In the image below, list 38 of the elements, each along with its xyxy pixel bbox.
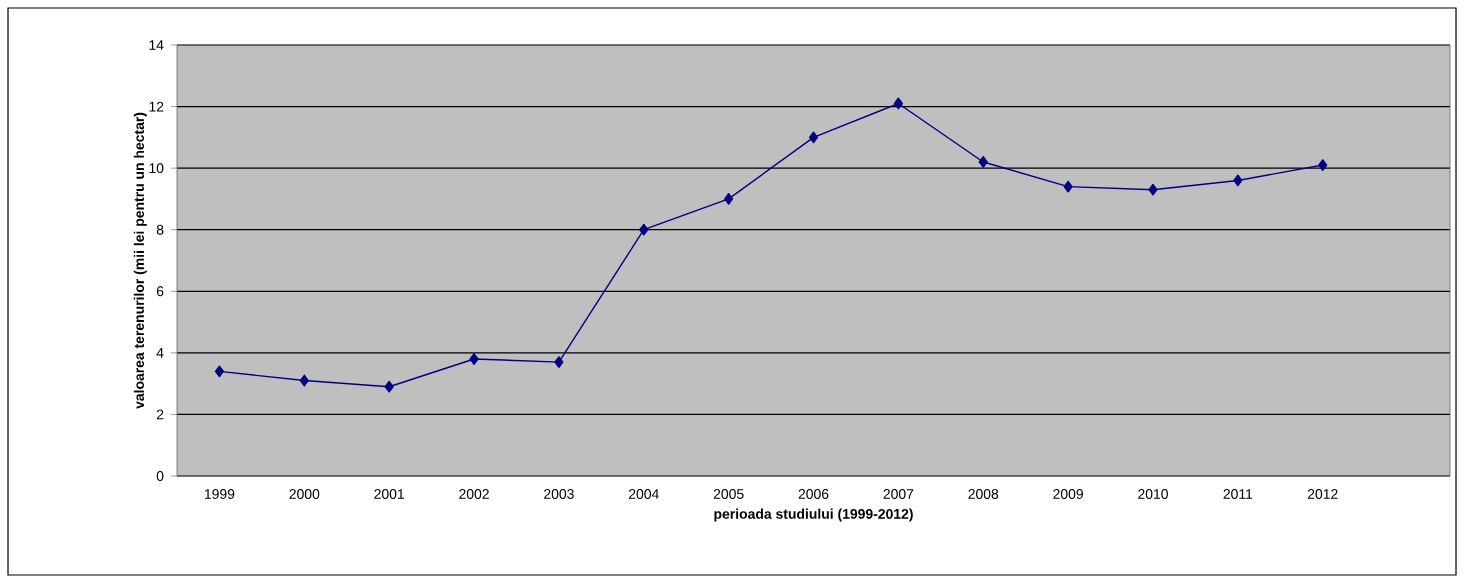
y-axis-title: valoarea terenurilor (mii lei pentru un hectar) <box>133 112 147 409</box>
point <box>384 380 394 393</box>
y-tick-label: 8 <box>156 224 164 235</box>
x-tick-label: 2003 <box>544 489 574 499</box>
point <box>1148 183 1158 196</box>
x-tick-label: 2010 <box>1138 489 1168 499</box>
x-tick-label: 2006 <box>798 489 829 499</box>
point <box>724 193 734 205</box>
y-tick-label: 4 <box>156 348 164 358</box>
point <box>1063 180 1073 193</box>
x-tick-label: 1999 <box>204 489 235 499</box>
x-tick-label: 2009 <box>1053 489 1083 499</box>
y-tick-label: 6 <box>156 286 164 297</box>
point <box>808 131 819 144</box>
point <box>639 223 649 236</box>
y-tick-label: 14 <box>149 40 164 50</box>
x-tick-label: 2004 <box>628 489 659 499</box>
point <box>214 365 225 378</box>
x-tick-label: 2001 <box>374 489 404 499</box>
x-tick-label: 2011 <box>1223 489 1253 499</box>
point <box>299 374 309 387</box>
y-tick-label: 12 <box>149 101 164 112</box>
x-tick-label: 2012 <box>1307 489 1338 499</box>
x-axis-title: perioada studiului (1999-2012) <box>714 508 913 522</box>
point <box>1233 174 1243 187</box>
y-tick-label: 10 <box>149 163 164 174</box>
point <box>469 353 479 365</box>
y-tick-label: 0 <box>156 471 164 481</box>
point <box>554 356 564 368</box>
point <box>893 97 903 110</box>
x-tick-label: 2007 <box>883 489 914 499</box>
x-tick-label: 2002 <box>459 489 489 499</box>
y-tick-label: 2 <box>156 409 164 420</box>
point <box>1318 159 1328 171</box>
x-tick-label: 2000 <box>289 489 320 499</box>
point <box>978 156 988 168</box>
x-tick-label: 2005 <box>713 489 744 499</box>
x-tick-label: 2008 <box>968 489 999 499</box>
